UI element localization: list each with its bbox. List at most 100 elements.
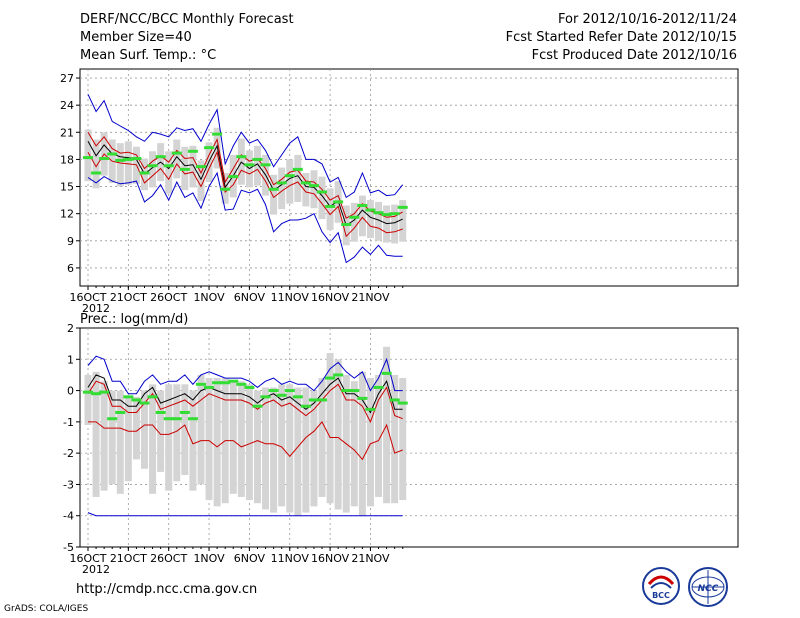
prec-spread-box [165,384,173,491]
temp-spread-box [375,201,383,241]
prec-spread-box [237,381,245,497]
prec-observation-marker [357,396,368,400]
prec-ensemble-min-line [87,512,403,517]
prec-spread-box [294,387,302,516]
prec-observation-marker [99,390,110,394]
temp-observation-marker [220,187,231,191]
temp-observation-marker [179,167,190,171]
prec-spread-box [84,374,92,425]
temp-spread-box [350,202,358,242]
prec-spread-box [149,384,157,494]
prec-spread-box [245,384,253,501]
prec-observation-marker [171,417,182,421]
prec-spread-box [181,384,189,476]
variable-label: Mean Surf. Temp.: °C [80,48,217,63]
prec-ytick-label: 2 [67,322,74,335]
temp-observation-marker [131,157,142,161]
forecast-started: Fcst Started Refer Date 2012/10/15 [505,30,737,45]
temp-observation-marker [365,208,376,212]
temp-observation-marker [397,205,408,209]
temp-xtick-label: 21NOV [351,291,390,304]
temp-observation-marker [139,171,150,175]
prec-spread-box [205,378,213,501]
prec-observation-marker [397,401,408,405]
forecast-produced: Fcst Produced Date 2012/10/16 [531,48,737,63]
temp-xtick-label: 21OCT [110,291,147,304]
temp-observation-marker [389,212,400,216]
prec-xtick-label: 16NOV [311,552,350,565]
prec-observation-marker [139,401,150,405]
prec-xtick-label: 16OCT [69,552,106,565]
prec-observation-marker [204,385,215,389]
prec-observation-marker [228,379,239,383]
temp-observation-marker [276,181,287,185]
temp-observation-marker [349,215,360,219]
temp-ensemble-max-line [87,94,404,199]
prec-spread-box [375,374,383,497]
prec-spread-box [124,396,132,482]
prec-ytick-label: -1 [63,416,74,429]
temp-xtick-label: 6NOV [234,291,266,304]
prec-spread-box [302,387,310,513]
temp-spread-box [189,145,197,188]
prec-year-label: 2012 [82,563,110,576]
prec-xtick-label: 21NOV [351,552,390,565]
temp-spread-box [391,204,399,244]
prec-xtick-label: 6NOV [234,552,266,565]
prec-spread-box [100,381,108,491]
temp-observation-marker [107,152,118,156]
prec-spread-box [197,374,205,485]
prec-spread-box [262,387,270,510]
prec-observation-marker [115,410,126,414]
prec-observation-marker [308,398,319,402]
temp-observation-marker [212,132,223,136]
temp-spread-box [173,139,181,179]
temp-observation-marker [147,164,158,168]
prec-spread-box [366,378,374,507]
temp-xtick-label: 1NOV [193,291,225,304]
forecast-period: For 2012/10/16-2012/11/24 [558,12,737,27]
prec-spread-box [310,390,318,507]
chart-title: DERF/NCC/BCC Monthly Forecast [80,12,294,27]
prec-spread-box [286,384,294,513]
source-url[interactable]: http://cmdp.ncc.cma.gov.cn [76,582,258,597]
prec-spread-box [108,390,116,485]
temp-observation-marker [228,175,239,179]
prec-ytick-label: 1 [67,353,74,366]
prec-observation-marker [179,410,190,414]
temp-spread-box [358,195,366,237]
grads-credit: GrADS: COLA/IGES [4,604,89,614]
prec-spread-box [391,374,399,504]
temp-observation-marker [236,155,247,159]
temp-observation-marker [123,157,134,161]
temp-observation-marker [292,167,303,171]
prec-observation-marker [91,392,102,396]
temp-observation-marker [187,149,198,153]
temp-xtick-label: 11NOV [271,291,310,304]
temp-observation-marker [252,157,263,161]
ncc-logo: NCC [688,567,728,607]
prec-observation-marker [187,417,198,421]
temp-observation-marker [308,184,319,188]
temp-observation-marker [341,223,352,227]
prec-observation-marker [212,381,223,385]
prec-observation-marker [349,389,360,393]
prec-ytick-label: -2 [63,447,74,460]
temp-observation-marker [357,204,368,208]
temp-xtick-label: 16NOV [311,291,350,304]
temp-observation-marker [300,181,311,185]
temp-observation-marker [381,213,392,217]
prec-spread-box [213,378,221,507]
prec-observation-marker [220,381,231,385]
temp-spread-box [116,143,124,187]
prec-observation-marker [300,404,311,408]
temp-spread-box [197,160,205,202]
prec-spread-box [334,359,342,510]
temp-ytick-label: 21 [60,126,74,139]
prec-observation-marker [83,390,93,394]
temp-ytick-label: 9 [67,235,74,248]
prec-observation-marker [260,395,271,399]
temp-observation-marker [317,190,328,194]
temp-spread-box [366,200,374,239]
